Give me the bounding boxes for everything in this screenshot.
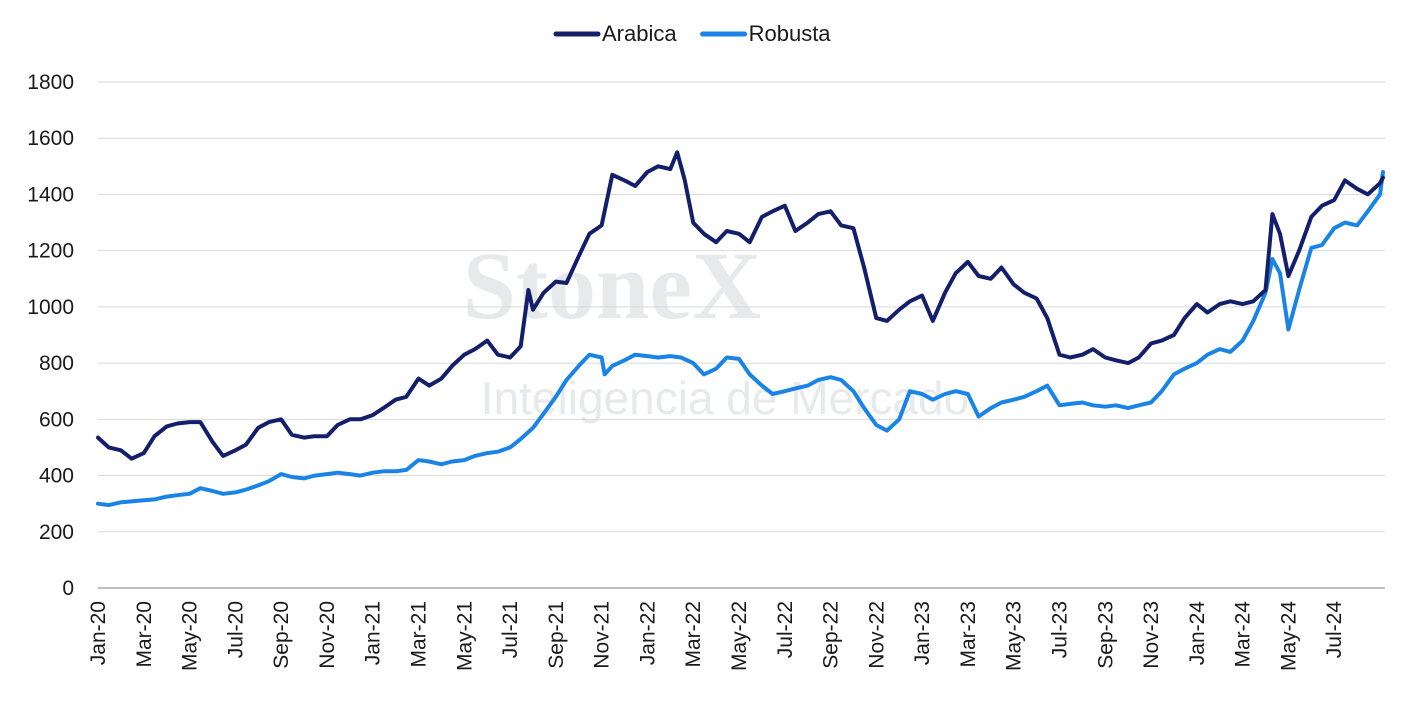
y-tick-label: 400 [39, 465, 74, 488]
x-tick-label: Nov-23 [1140, 601, 1163, 669]
legend-label-robusta: Robusta [749, 21, 832, 46]
x-tick-label: Jan-20 [87, 601, 110, 665]
x-tick-label: Mar-20 [133, 601, 156, 668]
y-tick-label: 0 [62, 577, 74, 600]
x-tick-label: Jul-24 [1323, 601, 1346, 659]
x-tick-label: Jul-23 [1048, 601, 1071, 658]
gridlines [98, 81, 1385, 589]
x-tick-label: Sep-20 [270, 601, 293, 669]
y-tick-label: 1800 [27, 71, 74, 94]
x-tick-label: May-22 [728, 601, 751, 671]
x-tick-label: Sep-22 [820, 601, 843, 669]
x-tick-label: May-24 [1277, 601, 1300, 671]
x-tick-label: Jul-20 [224, 601, 247, 658]
y-tick-label: 1000 [27, 296, 74, 319]
x-tick-label: Mar-22 [682, 601, 705, 668]
x-tick-label: May-20 [179, 601, 202, 671]
x-tick-label: Jan-24 [1186, 601, 1209, 666]
x-tick-label: May-23 [1003, 601, 1026, 671]
x-tick-label: Mar-21 [407, 601, 430, 668]
legend-label-arabica: Arabica [602, 21, 677, 46]
y-tick-label: 1600 [27, 127, 74, 150]
x-tick-label: Nov-22 [865, 601, 888, 669]
y-tick-label: 600 [39, 408, 74, 431]
series-line-robusta [96, 170, 1385, 508]
y-tick-label: 800 [39, 352, 74, 375]
x-tick-label: Sep-23 [1094, 601, 1117, 669]
x-tick-label: Nov-21 [591, 601, 614, 669]
x-tick-label: Jan-22 [636, 601, 659, 665]
x-tick-label: Jul-22 [774, 601, 797, 658]
x-tick-label: Mar-24 [1232, 601, 1255, 668]
y-tick-label: 1400 [27, 183, 74, 206]
x-tick-label: Jan-23 [911, 601, 934, 665]
legend: Arabica Robusta [553, 21, 832, 46]
watermark-brand: StoneX [463, 232, 762, 339]
x-tick-label: May-21 [453, 601, 476, 671]
y-tick-label: 1200 [27, 240, 74, 263]
x-tick-label: Mar-23 [957, 601, 980, 668]
x-tick-label: Jan-21 [362, 601, 385, 665]
x-tick-label: Nov-20 [316, 601, 339, 669]
series-lines [96, 150, 1385, 508]
y-axis-ticks: 0 200 400 600 800 1000 1200 1400 1600 1800 [27, 71, 74, 600]
x-axis-ticks: Jan-20 Mar-20 May-20 Jul-20 Sep-20 Nov-20 Jan-… [87, 601, 1346, 671]
watermark: StoneX Inteligencia de Mercado [463, 232, 970, 424]
series-line-arabica [96, 150, 1385, 461]
x-tick-label: Jul-21 [499, 601, 522, 658]
x-tick-label: Sep-21 [545, 601, 568, 669]
y-tick-label: 200 [39, 521, 74, 544]
watermark-subtitle: Inteligencia de Mercado [481, 372, 969, 424]
